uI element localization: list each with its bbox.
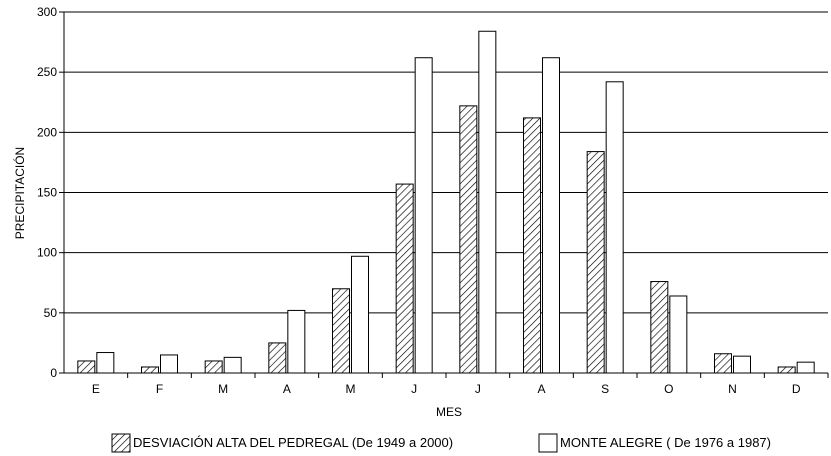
x-tick-label: M — [218, 382, 228, 396]
x-tick-label: E — [92, 382, 100, 396]
legend-swatch-monte-alegre — [538, 433, 558, 453]
y-tick-label: 150 — [37, 186, 57, 200]
bar-pedregal — [204, 360, 223, 374]
bar-pedregal — [714, 353, 732, 374]
bar-monte-alegre — [96, 352, 115, 374]
bar-monte-alegre — [351, 255, 369, 374]
y-tick-label: 0 — [50, 366, 57, 380]
bar-pedregal — [459, 105, 478, 374]
bar-monte-alegre — [669, 295, 688, 374]
bar-monte-alegre — [796, 361, 815, 374]
x-axis-title: MES — [436, 405, 462, 419]
y-tick-label: 200 — [37, 125, 57, 139]
y-tick-labels: 0 50 100 150 200 250 300 — [37, 5, 57, 380]
bar-monte-alegre — [223, 356, 242, 374]
bar-pedregal — [395, 183, 414, 374]
gridlines — [64, 11, 828, 314]
bar-monte-alegre — [287, 309, 306, 374]
bar-pedregal — [586, 151, 605, 374]
legend: DESVIACIÓN ALTA DEL PEDREGAL (De 1949 a … — [111, 433, 771, 453]
bar-pedregal — [777, 366, 796, 374]
x-tick-label: A — [283, 382, 291, 396]
bar-pedregal — [650, 281, 669, 374]
x-tick-label: J — [475, 382, 481, 396]
y-tick-label: 250 — [37, 65, 57, 79]
bar-pedregal — [523, 117, 541, 374]
bar-monte-alegre — [605, 81, 624, 374]
axes — [59, 11, 829, 378]
bar-monte-alegre — [414, 57, 433, 374]
bar-monte-alegre — [478, 30, 497, 374]
x-tick-label: M — [346, 382, 356, 396]
bar-pedregal — [77, 360, 96, 374]
y-tick-label: 100 — [37, 246, 57, 260]
y-axis-title: PRECIPITACIÓN — [12, 147, 27, 239]
x-tick-label: N — [728, 382, 737, 396]
bar-pedregal — [268, 342, 287, 374]
x-tick-label: S — [601, 382, 609, 396]
legend-swatch-pedregal — [111, 433, 131, 453]
bar-pedregal — [141, 366, 159, 374]
x-tick-label: D — [792, 382, 801, 396]
bar-monte-alegre — [160, 354, 178, 374]
legend-label-pedregal: DESVIACIÓN ALTA DEL PEDREGAL (De 1949 a … — [133, 435, 453, 450]
y-tick-label: 50 — [44, 306, 58, 320]
bar-monte-alegre — [542, 57, 560, 374]
x-tick-label: F — [156, 382, 163, 396]
bar-pedregal — [332, 288, 350, 374]
bars — [77, 30, 815, 374]
bar-monte-alegre — [733, 355, 751, 374]
x-tick-label: J — [411, 382, 417, 396]
y-tick-label: 300 — [37, 5, 57, 19]
legend-label-monte-alegre: MONTE ALEGRE ( De 1976 a 1987) — [560, 435, 771, 450]
x-tick-label: A — [537, 382, 545, 396]
x-tick-label: O — [664, 382, 673, 396]
